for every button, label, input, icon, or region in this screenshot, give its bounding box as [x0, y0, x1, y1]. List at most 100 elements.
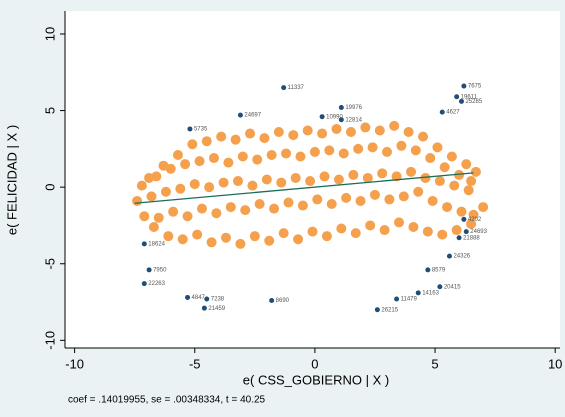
point	[182, 211, 193, 222]
point	[398, 191, 409, 202]
point	[345, 127, 356, 138]
point	[446, 151, 457, 162]
point	[141, 241, 147, 247]
point	[204, 296, 210, 302]
point	[223, 157, 234, 168]
point	[237, 151, 248, 162]
point	[312, 194, 323, 205]
point	[394, 296, 400, 302]
point	[468, 209, 479, 220]
point	[456, 206, 467, 217]
point-label: 18624	[148, 241, 165, 247]
point	[425, 153, 436, 164]
point	[187, 139, 198, 150]
point	[461, 159, 472, 170]
x-tick-label: -5	[189, 356, 201, 371]
point	[478, 202, 489, 213]
point	[194, 156, 205, 167]
point	[177, 234, 188, 245]
point	[218, 177, 229, 188]
point	[211, 208, 222, 219]
y-axis-label: e( FELICIDAD | X )	[4, 125, 19, 235]
y-tick-label: -5	[42, 258, 57, 270]
point	[201, 136, 212, 147]
point	[432, 142, 443, 153]
point-label: 19976	[345, 105, 362, 111]
point	[264, 235, 275, 246]
point	[319, 171, 330, 182]
point	[425, 267, 431, 273]
point	[252, 154, 263, 165]
point	[470, 166, 481, 177]
point-label: 4627	[446, 110, 460, 116]
point	[374, 125, 385, 136]
point	[187, 126, 193, 132]
point	[317, 128, 328, 139]
point	[146, 267, 152, 273]
point	[148, 221, 159, 232]
point	[266, 149, 277, 160]
point	[365, 220, 376, 231]
point	[454, 169, 465, 180]
point	[427, 195, 438, 206]
point-label: 4847	[192, 295, 206, 301]
point	[165, 163, 176, 174]
y-tick-label: 10	[42, 27, 57, 41]
point	[302, 125, 313, 136]
point	[466, 218, 477, 229]
point	[151, 171, 162, 182]
point	[461, 83, 467, 89]
fit-line	[134, 172, 474, 204]
point	[132, 195, 143, 206]
point-label: 21459	[208, 306, 225, 312]
point	[230, 134, 241, 145]
point	[208, 153, 219, 164]
point	[321, 231, 332, 242]
point	[336, 223, 347, 234]
point	[374, 307, 380, 313]
point	[295, 151, 306, 162]
point	[206, 237, 217, 248]
point-label: 11337	[288, 85, 305, 91]
point	[353, 143, 364, 154]
point	[216, 131, 227, 142]
point	[439, 109, 445, 115]
y-tick-label: 5	[42, 107, 57, 114]
point	[233, 176, 244, 187]
point	[461, 216, 467, 222]
x-tick-label: 0	[311, 356, 318, 371]
point-label: 8579	[432, 267, 446, 273]
point	[288, 130, 299, 141]
point	[360, 122, 371, 133]
point	[189, 179, 200, 190]
point	[196, 203, 207, 214]
point	[362, 172, 373, 183]
point	[403, 127, 414, 138]
point	[201, 305, 207, 311]
point	[192, 229, 203, 240]
point	[415, 290, 421, 296]
point	[355, 195, 366, 206]
point-label: 7238	[211, 297, 225, 303]
point	[172, 149, 183, 160]
point	[406, 166, 417, 177]
point	[422, 226, 433, 237]
point-label: 11479	[401, 297, 418, 303]
point	[369, 189, 380, 200]
y-tick-label: -10	[42, 331, 57, 350]
point-label: 19611	[461, 94, 478, 100]
point-label: 24697	[244, 113, 261, 119]
point	[463, 229, 469, 235]
point	[180, 159, 191, 170]
point-label: 7950	[153, 267, 167, 273]
point	[326, 199, 337, 210]
point	[139, 211, 150, 222]
point	[136, 180, 147, 191]
point	[458, 98, 464, 104]
point	[338, 148, 349, 159]
y-tick-label: 0	[42, 184, 57, 191]
point	[237, 112, 243, 118]
point-label: 8690	[276, 298, 290, 304]
point	[439, 162, 450, 173]
point	[394, 217, 405, 228]
